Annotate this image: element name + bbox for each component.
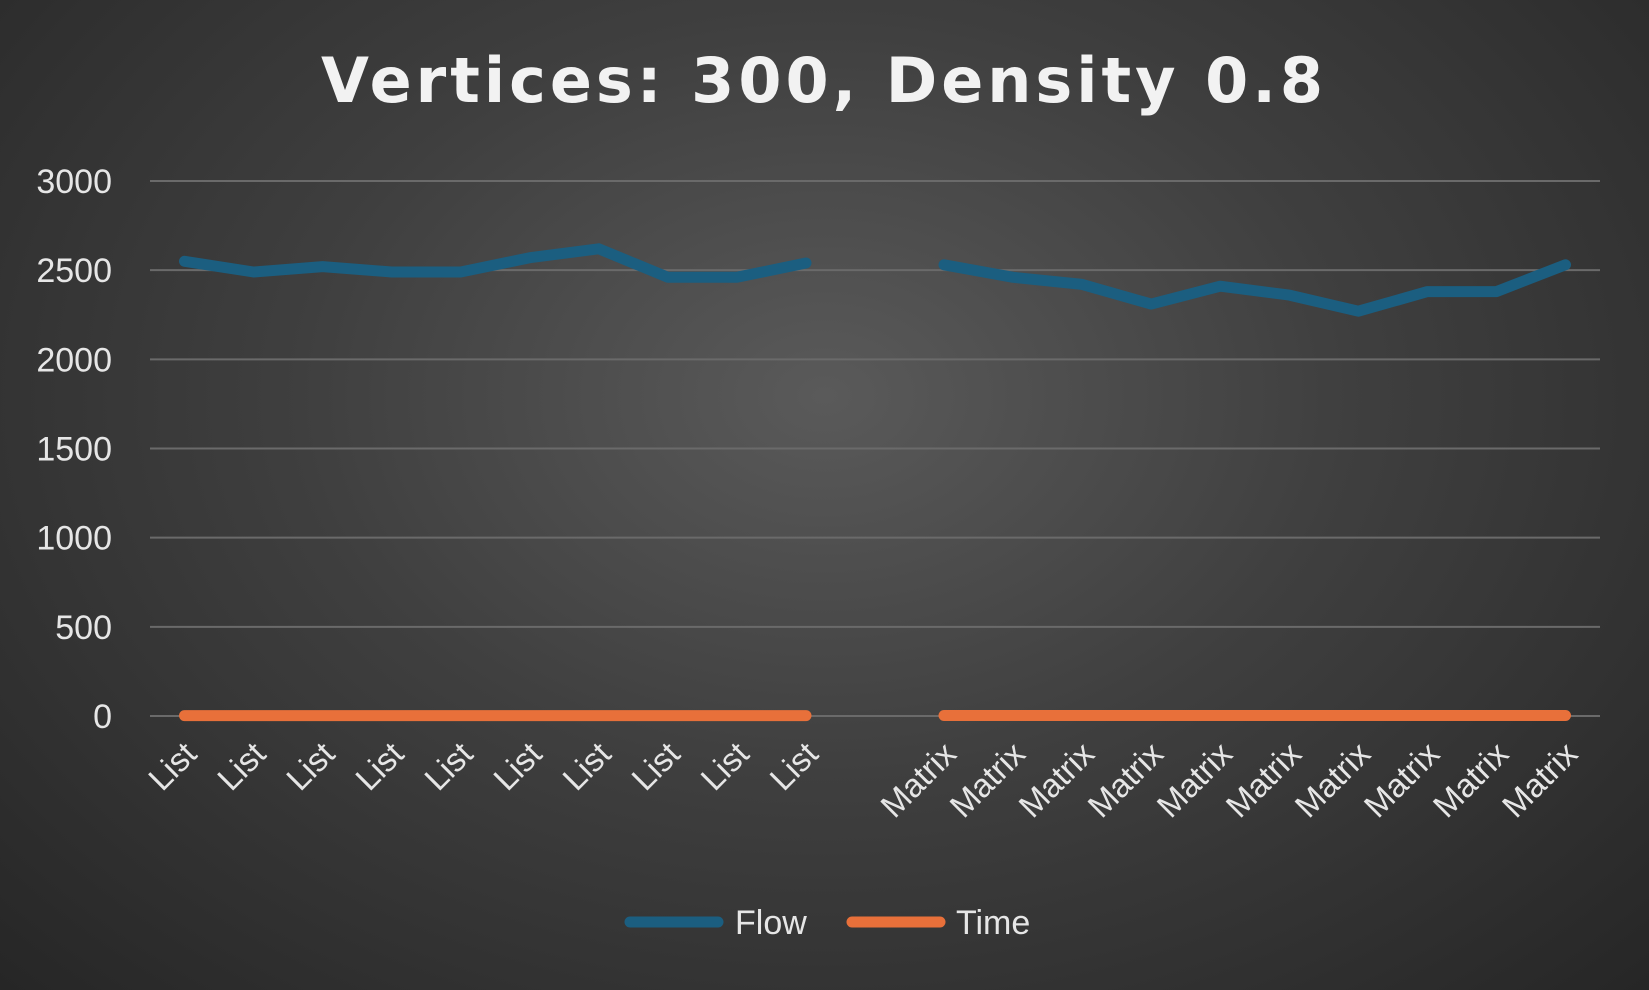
x-tick-label: List <box>210 735 272 797</box>
y-tick-label: 2000 <box>36 341 112 379</box>
x-tick-label: Matrix <box>873 734 963 824</box>
x-tick-label: Matrix <box>1080 734 1170 824</box>
x-tick-label: List <box>624 735 686 797</box>
chart-title: Vertices: 300, Density 0.8 <box>321 44 1327 117</box>
y-axis-ticks: 0 500 1000 1500 2000 2500 3000 <box>36 163 112 736</box>
y-tick-label: 2500 <box>36 252 112 290</box>
legend-label-flow: Flow <box>735 904 807 942</box>
x-tick-label: Matrix <box>1288 734 1378 824</box>
x-tick-label: List <box>486 735 548 797</box>
series-lines <box>179 243 1571 722</box>
y-tick-label: 500 <box>55 609 112 647</box>
y-tick-label: 3000 <box>36 163 112 201</box>
x-tick-label: Matrix <box>1149 734 1239 824</box>
x-tick-label: List <box>762 735 824 797</box>
x-tick-label: List <box>417 735 479 797</box>
legend: Flow Time <box>624 904 1030 942</box>
x-tick-label: Matrix <box>1357 734 1447 824</box>
x-tick-label: List <box>141 735 203 797</box>
x-tick-label: Matrix <box>1219 734 1309 824</box>
gridlines <box>150 180 1600 717</box>
y-tick-label: 0 <box>93 698 112 736</box>
x-tick-label: Matrix <box>1495 734 1585 824</box>
y-tick-label: 1500 <box>36 431 112 469</box>
x-tick-label: Matrix <box>1011 734 1101 824</box>
x-tick-label: Matrix <box>942 734 1032 824</box>
legend-label-time: Time <box>956 904 1030 942</box>
x-tick-label: List <box>279 735 341 797</box>
x-tick-label: List <box>348 735 410 797</box>
x-tick-label: List <box>693 735 755 797</box>
series-line-flow-1 <box>179 243 812 283</box>
y-tick-label: 1000 <box>36 520 112 558</box>
x-tick-label: List <box>555 735 617 797</box>
series-line-flow-2 <box>938 259 1571 317</box>
x-tick-label: Matrix <box>1426 734 1516 824</box>
x-axis-ticks: List List List List List List List List List List… <box>141 734 1585 824</box>
